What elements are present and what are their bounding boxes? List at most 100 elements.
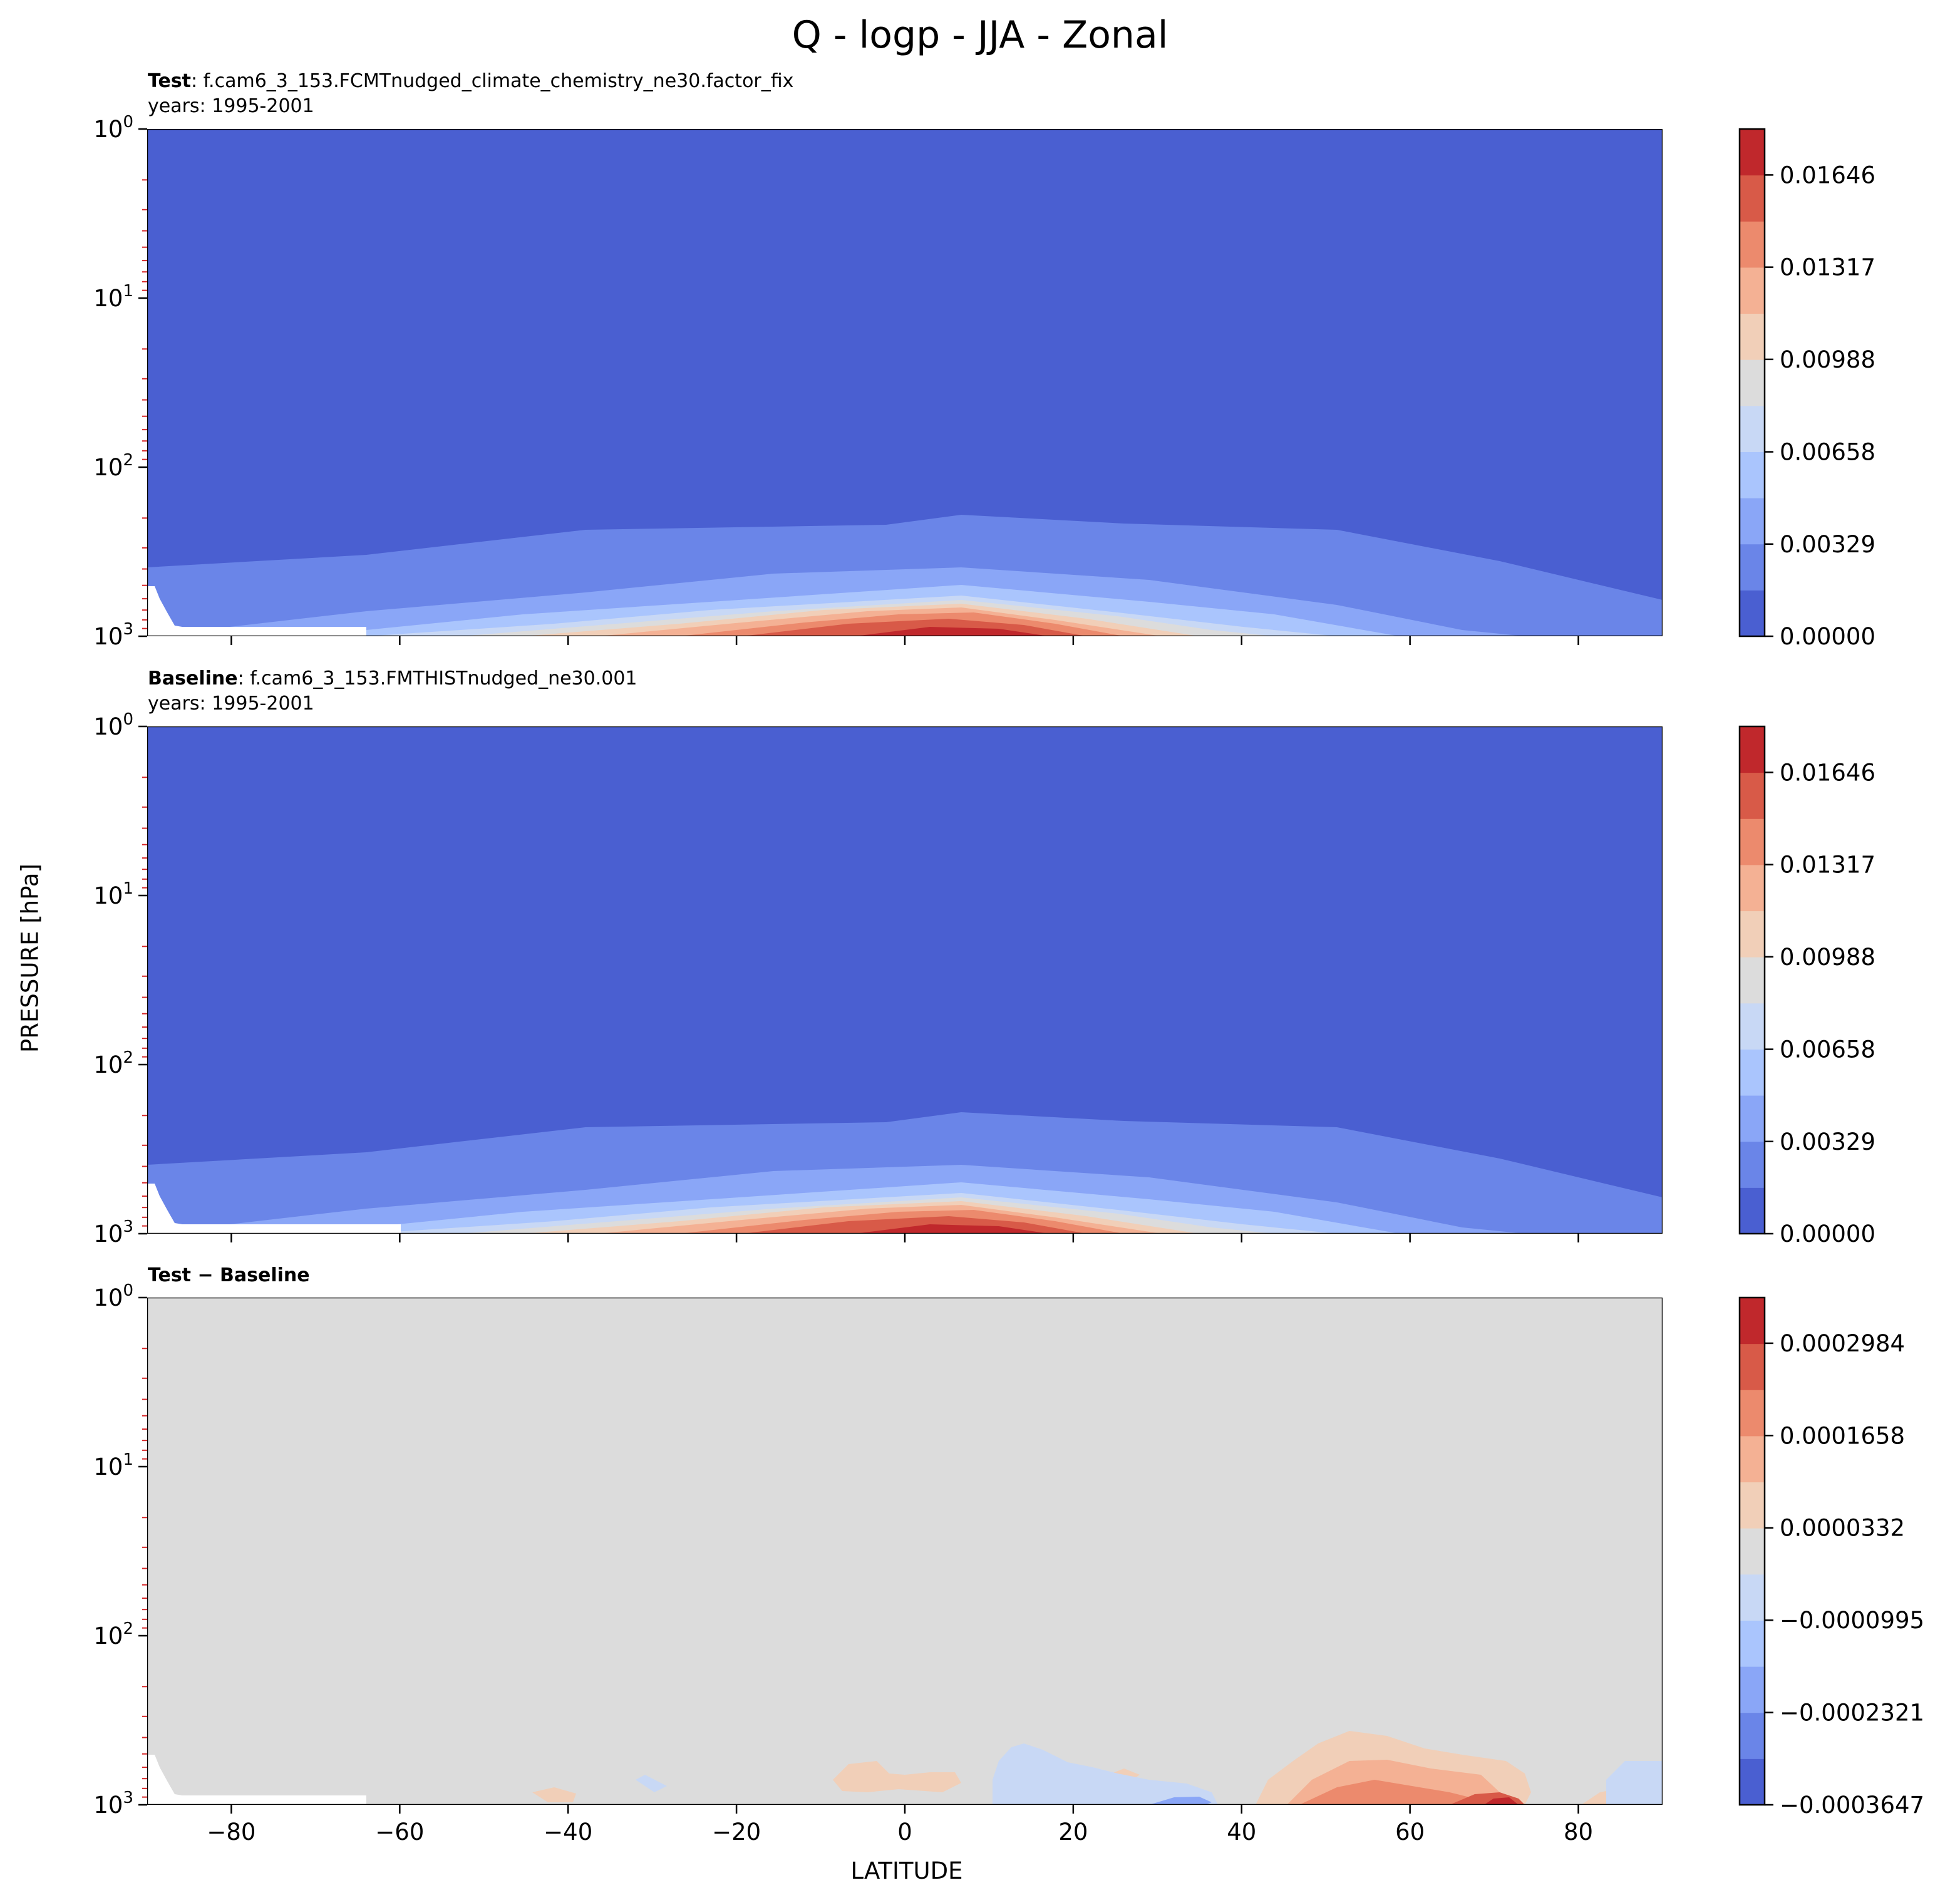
diff-negative-d xyxy=(636,1775,667,1792)
colorbar-tick-label: −0.0003647 xyxy=(1780,1792,1924,1819)
colorbar-tick-label: 0.00658 xyxy=(1780,1036,1875,1063)
colorbar-tick-label: 0.0000332 xyxy=(1780,1515,1905,1542)
colorbar-band xyxy=(1740,1343,1765,1390)
colorbar-tick-label: 0.00658 xyxy=(1780,439,1875,466)
y-tick-label: 101 xyxy=(93,282,133,312)
panel-test-plot xyxy=(147,129,1663,636)
colorbar-band xyxy=(1740,1187,1765,1234)
colorbar-band xyxy=(1740,1574,1765,1621)
colorbar-band xyxy=(1740,726,1765,773)
y-tick-label: 103 xyxy=(93,620,133,650)
colorbar-tick-label: −0.0000995 xyxy=(1780,1607,1924,1634)
y-axis-label: PRESSURE [hPa] xyxy=(16,864,44,1053)
diff-positive-h xyxy=(532,1787,576,1802)
colorbar-band xyxy=(1740,1758,1765,1805)
diff-negative-a xyxy=(993,1743,1218,1805)
colorbar-band xyxy=(1740,129,1765,176)
diff-negative-b xyxy=(1149,1797,1212,1805)
colorbar-tick-label: 0.0001658 xyxy=(1780,1422,1905,1449)
y-tick-label: 101 xyxy=(93,879,133,909)
panel-3-header: Test − Baseline xyxy=(148,1263,310,1288)
colorbar-band xyxy=(1740,452,1765,498)
colorbar-band xyxy=(1740,772,1765,819)
y-tick-label: 102 xyxy=(93,1619,133,1650)
colorbar-band xyxy=(1740,313,1765,360)
diff-positive-e xyxy=(1484,1797,1519,1805)
colorbar-tick-label: 0.00000 xyxy=(1780,1221,1875,1247)
colorbar-band xyxy=(1740,1141,1765,1188)
y-tick-label: 101 xyxy=(93,1450,133,1480)
colorbar-band xyxy=(1740,544,1765,591)
colorbar-tick-label: 0.00988 xyxy=(1780,346,1875,373)
y-tick-label: 100 xyxy=(93,710,133,740)
y-tick-label: 100 xyxy=(93,1281,133,1311)
colorbar-3: 0.0002984 0.0001658 0.0000332 −0.0000995 −0.… xyxy=(1738,1296,1924,1819)
colorbar-band xyxy=(1740,1095,1765,1142)
colorbar-frame xyxy=(1738,725,1766,1235)
panel-1-label-bold: Test xyxy=(148,70,192,92)
contour-band-10 xyxy=(855,627,1049,636)
colorbar-band xyxy=(1740,1482,1765,1529)
colorbar-tick-label: 0.00329 xyxy=(1780,531,1875,558)
x-axis-label: LATITUDE xyxy=(850,1857,963,1884)
colorbar-tick-label: 0.00000 xyxy=(1780,623,1875,650)
contour-band-10 xyxy=(855,1224,1049,1234)
x-tick-label: −60 xyxy=(375,1819,424,1846)
colorbar-band xyxy=(1740,957,1765,1004)
colorbar-band xyxy=(1740,221,1765,268)
colorbar-1: 0.01646 0.01317 0.00988 0.00658 0.00329 0.000… xyxy=(1738,128,1875,650)
x-tick-label: 20 xyxy=(1058,1819,1088,1846)
x-tick-label: −40 xyxy=(544,1819,592,1846)
colorbar-frame xyxy=(1738,1296,1766,1806)
missing-data-region xyxy=(147,586,366,636)
colorbar-band xyxy=(1740,267,1765,314)
colorbar-tick-label: 0.01646 xyxy=(1780,162,1875,188)
y-tick-label: 103 xyxy=(93,1789,133,1819)
colorbar-tick-label: 0.01646 xyxy=(1780,759,1875,786)
diff-positive-f xyxy=(833,1761,961,1792)
diff-negative-c xyxy=(1606,1761,1663,1805)
colorbar-tick-label: 0.0002984 xyxy=(1780,1330,1905,1357)
panel-1-header: Test: f.cam6_3_153.FCMTnudged_climate_ch… xyxy=(148,69,793,119)
panel-difference-plot xyxy=(147,1298,1663,1805)
missing-data-region xyxy=(147,1184,401,1234)
x-tick-label: 0 xyxy=(897,1819,912,1846)
colorbar-band xyxy=(1740,590,1765,637)
colorbar-band xyxy=(1740,1666,1765,1713)
colorbar-band xyxy=(1740,498,1765,545)
colorbar-tick-label: −0.0002321 xyxy=(1780,1700,1924,1727)
colorbar-band xyxy=(1740,1435,1765,1483)
x-tick-label: −20 xyxy=(712,1819,761,1846)
colorbar-tick-label: 0.00329 xyxy=(1780,1128,1875,1155)
x-tick-label: −80 xyxy=(207,1819,255,1846)
panel-2-label-bold: Baseline xyxy=(148,668,238,689)
panel-1-years: years: 1995-2001 xyxy=(148,95,314,117)
x-tick-label: 60 xyxy=(1395,1819,1425,1846)
colorbar-band xyxy=(1740,1390,1765,1437)
colorbar-tick-label: 0.01317 xyxy=(1780,852,1875,879)
y-tick-label: 100 xyxy=(93,113,133,143)
colorbar-band xyxy=(1740,818,1765,865)
colorbar-band xyxy=(1740,359,1765,406)
colorbar-band xyxy=(1740,1049,1765,1096)
x-tick-label: 40 xyxy=(1227,1819,1256,1846)
diff-positive-c xyxy=(1299,1780,1493,1805)
colorbar-tick-label: 0.00988 xyxy=(1780,944,1875,971)
y-tick-label: 103 xyxy=(93,1217,133,1247)
missing-data-region xyxy=(147,1755,366,1805)
colorbar-tick-label: 0.01317 xyxy=(1780,254,1875,281)
panel-3-label-bold: Test − Baseline xyxy=(148,1264,310,1286)
y-tick-label: 102 xyxy=(93,451,133,481)
panel-2-label-text: : f.cam6_3_153.FMTHISTnudged_ne30.001 xyxy=(237,668,637,689)
colorbar-band xyxy=(1740,1712,1765,1759)
panel-2-years: years: 1995-2001 xyxy=(148,693,314,715)
panel-1-label-text: : f.cam6_3_153.FCMTnudged_climate_chemis… xyxy=(191,70,794,92)
y-tick-label: 102 xyxy=(93,1048,133,1078)
colorbar-band xyxy=(1740,1298,1765,1345)
panel-2-header: Baseline: f.cam6_3_153.FMTHISTnudged_ne3… xyxy=(148,666,637,716)
panel-baseline-plot xyxy=(147,726,1663,1234)
colorbar-2: 0.01646 0.01317 0.00988 0.00658 0.00329 0.000… xyxy=(1738,725,1875,1247)
figure-title: Q - logp - JJA - Zonal xyxy=(792,13,1168,57)
colorbar-band xyxy=(1740,1620,1765,1667)
x-tick-label: 80 xyxy=(1564,1819,1593,1846)
